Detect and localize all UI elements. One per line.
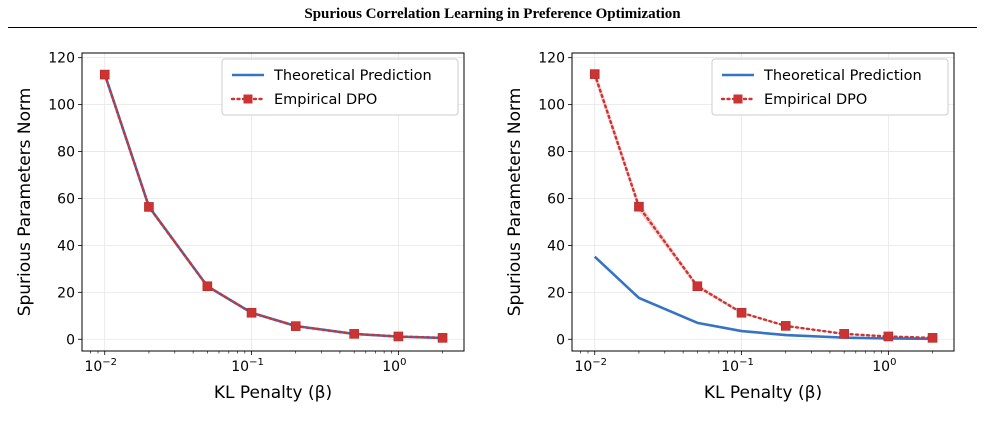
y-tick-label: 40 [57, 238, 75, 254]
y-tick-label: 0 [66, 332, 75, 348]
y-axis-label: Spurious Parameters Norm [505, 88, 525, 317]
legend-empirical-label: Empirical DPO [764, 92, 867, 108]
empirical-dpo-point [634, 201, 644, 212]
x-tick-label: 100 [382, 357, 406, 375]
x-tick-label: 10−2 [84, 357, 117, 375]
legend-box [221, 58, 459, 116]
y-tick-label: 80 [547, 145, 565, 161]
empirical-dpo-point [349, 329, 359, 339]
y-tick-label: 120 [538, 51, 565, 67]
y-tick-label: 80 [57, 145, 75, 161]
legend-empirical-marker [243, 94, 253, 104]
y-tick-label: 120 [48, 51, 75, 67]
empirical-dpo-point [202, 281, 213, 292]
empirical-dpo-point [290, 321, 301, 331]
empirical-dpo-point [437, 333, 448, 343]
legend-empirical-label: Empirical DPO [274, 92, 377, 108]
chart-panel-1: 0 20 40 60 80 100 120 10−2 10−1 100 KL Penalty (β)… [15, 51, 465, 403]
empirical-dpo-point [780, 321, 791, 331]
x-tick-label: 10−2 [574, 357, 607, 375]
plot-frame [571, 52, 955, 352]
legend-theory-label: Theoretical Prediction [273, 68, 432, 84]
x-tick-label: 10−1 [231, 357, 264, 375]
y-axis-label: Spurious Parameters Norm [15, 88, 35, 317]
page-header-title: Spurious Correlation Learning in Prefere… [304, 6, 681, 22]
header-rule [8, 27, 977, 28]
empirical-dpo-point [883, 331, 894, 342]
x-axis-label: KL Penalty (β) [704, 383, 822, 403]
empirical-dpo-point [736, 307, 747, 318]
empirical-dpo-point [393, 331, 404, 342]
chart-panel-2: 0 20 40 60 80 100 120 10−2 10−1 100 KL Penalty (β)… [505, 51, 955, 403]
y-tick-label: 100 [538, 98, 565, 114]
theoretical-prediction-line [593, 255, 933, 341]
y-tick-label: 20 [547, 285, 565, 301]
legend: Theoretical Prediction Empirical DPO [221, 58, 459, 116]
x-tick-label: 100 [872, 357, 896, 375]
plot-frame [81, 52, 465, 352]
empirical-dpo-point [99, 69, 110, 80]
y-tick-label: 40 [547, 238, 565, 254]
y-tick-label: 100 [48, 98, 75, 114]
caption-strip [0, 412, 985, 426]
y-tick-label: 60 [57, 191, 75, 207]
empirical-dpo-line [593, 72, 934, 340]
legend-empirical-marker [733, 94, 743, 104]
empirical-dpo-point [589, 69, 600, 79]
legend: Theoretical Prediction Empirical DPO [711, 58, 949, 116]
empirical-dpo-point [144, 202, 154, 212]
minor-ticks [90, 351, 443, 354]
x-tick-label: 10−1 [721, 357, 754, 375]
y-tick-label: 60 [547, 191, 565, 207]
empirical-dpo-point [692, 281, 703, 292]
empirical-dpo-point [246, 307, 257, 318]
legend-box [711, 58, 949, 116]
empirical-dpo-point [927, 333, 938, 343]
legend-theory-label: Theoretical Prediction [763, 68, 922, 84]
y-tick-label: 0 [556, 332, 565, 348]
empirical-dpo-point [839, 329, 849, 339]
y-tick-label: 20 [57, 285, 75, 301]
empirical-dpo-line [103, 73, 444, 340]
x-axis-label: KL Penalty (β) [214, 383, 332, 403]
